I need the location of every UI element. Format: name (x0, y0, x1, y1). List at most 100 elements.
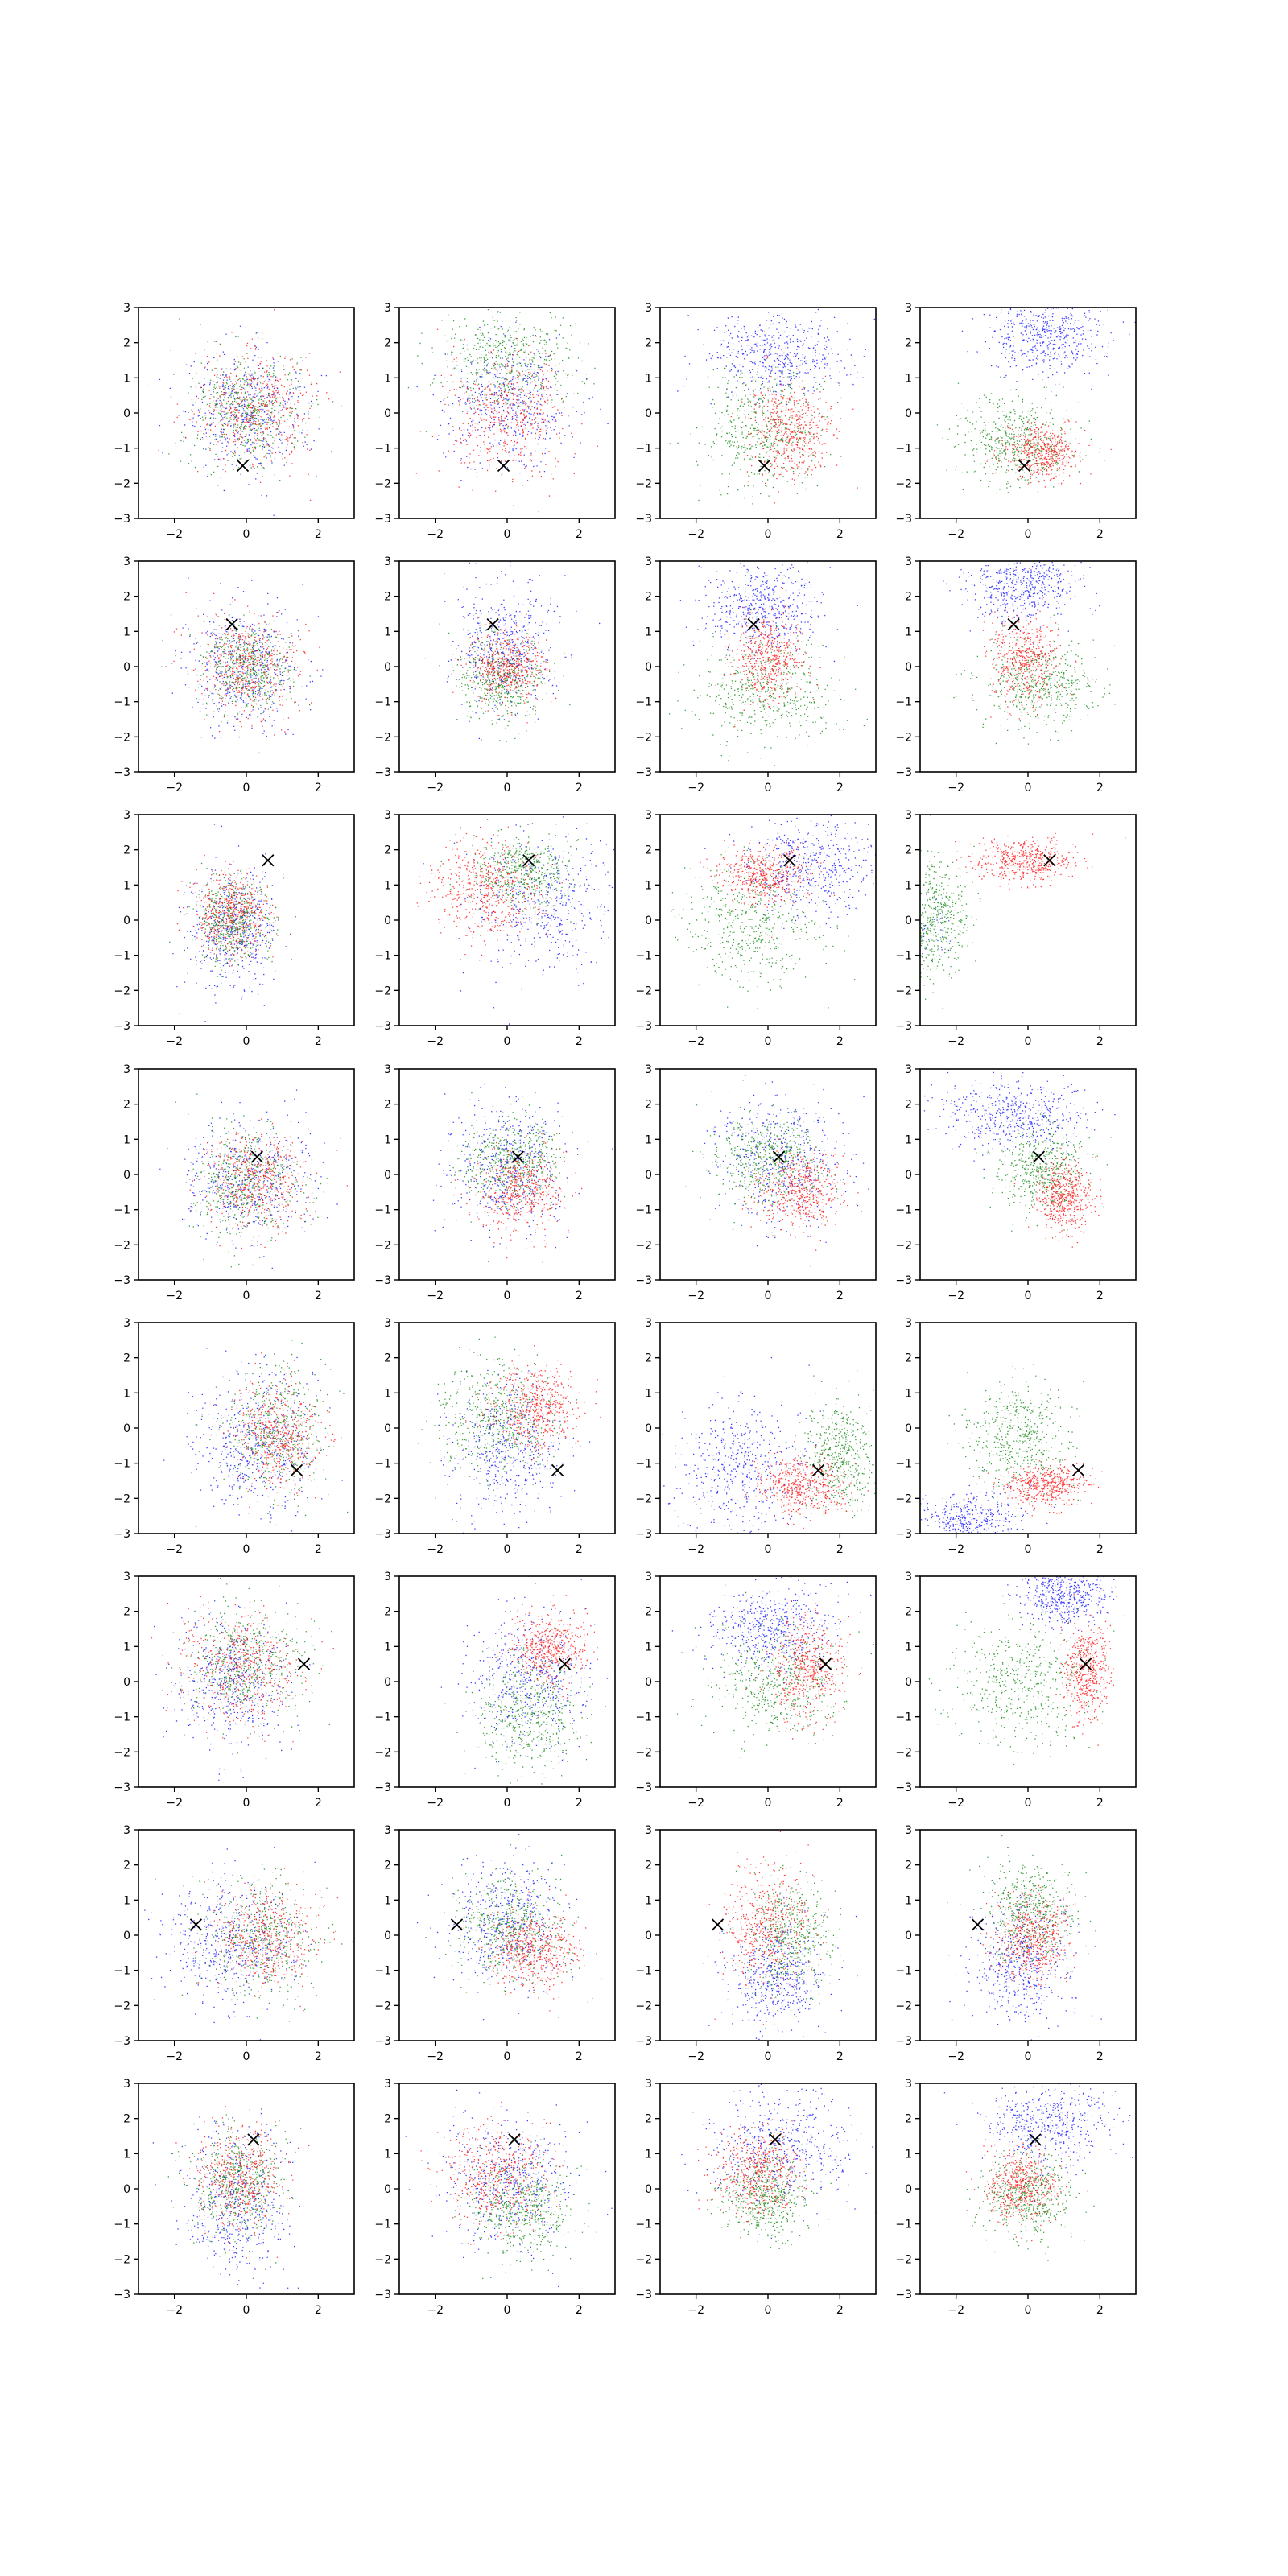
subplot-r6-c3: −2 0 2 −3 −2 −1 0 1 2 3 (635, 1571, 877, 1810)
y-tick-label: 2 (645, 591, 652, 604)
x-tick-label: −2 (947, 1797, 964, 1810)
y-tick-label: 1 (384, 1894, 391, 1907)
y-tick-label: 3 (123, 809, 130, 822)
y-tick-label: 1 (905, 372, 912, 385)
y-tick-label: 0 (123, 2183, 130, 2196)
y-tick-label: 2 (905, 1099, 912, 1112)
x-marker (783, 854, 796, 867)
subplot-r3-c3: −2 0 2 −3 −2 −1 0 1 2 3 (635, 809, 877, 1048)
x-tick-label: −2 (947, 1035, 964, 1048)
y-tick-label: 3 (905, 555, 912, 568)
y-tick-label: 3 (905, 1571, 912, 1583)
x-marker (1071, 1463, 1085, 1477)
y-tick-label: 1 (905, 1133, 912, 1146)
x-marker (711, 1918, 724, 1931)
x-tick-label: 2 (576, 528, 583, 541)
y-tick-label: −1 (635, 2219, 652, 2231)
series-blue-points (440, 1579, 609, 1769)
x-tick-label: 0 (243, 782, 250, 795)
series-blue-points (923, 1071, 1116, 1170)
y-tick-label: −3 (635, 1020, 652, 1033)
series-red-points (697, 2119, 820, 2239)
series-green-points (976, 1113, 1108, 1237)
x-tick-label: 2 (315, 1035, 322, 1048)
y-tick-label: 0 (123, 1169, 130, 1182)
subplot-grid: −2 0 2 −3 −2 −1 0 1 2 3 −2 0 2 −3 −2 −1 0 1 2 3 −2 0 2 −3 −2 −1 0 1… (114, 302, 1137, 2317)
x-marker (558, 1657, 572, 1670)
scatter-points (671, 1576, 874, 1758)
x-tick-label: 0 (243, 528, 250, 541)
y-tick-label: −3 (635, 1274, 652, 1287)
x-tick-label: 0 (243, 1543, 250, 1556)
y-tick-label: −3 (635, 766, 652, 779)
y-tick-label: 2 (123, 1352, 130, 1365)
x-tick-label: −2 (427, 2050, 444, 2063)
y-tick-label: −2 (635, 731, 652, 744)
y-tick-label: −1 (895, 443, 912, 456)
y-tick-label: −1 (114, 2219, 130, 2231)
y-tick-label: −1 (635, 696, 652, 709)
y-tick-label: 0 (384, 1676, 391, 1689)
x-tick-label: 0 (1025, 1290, 1032, 1302)
series-green-points (425, 1844, 580, 1993)
x-marker (819, 1657, 832, 1670)
y-tick-label: 2 (123, 1860, 130, 1872)
subplot-r7-c4: −2 0 2 −3 −2 −1 0 1 2 3 (895, 1824, 1137, 2063)
y-tick-label: 0 (384, 914, 391, 927)
series-green-points (785, 1370, 876, 1531)
x-marker (497, 459, 510, 473)
y-tick-label: −3 (114, 1781, 130, 1794)
x-tick-label: −2 (166, 782, 183, 795)
y-tick-label: 3 (905, 809, 912, 822)
y-tick-label: −1 (895, 1204, 912, 1217)
y-tick-label: −2 (374, 1746, 391, 1759)
scatter-points (703, 1831, 858, 2040)
x-marker (522, 854, 535, 867)
scatter-points (668, 562, 868, 766)
y-tick-label: −3 (895, 766, 912, 779)
y-tick-label: −1 (895, 950, 912, 963)
y-tick-label: 1 (905, 2148, 912, 2161)
subplot-r8-c4: −2 0 2 −3 −2 −1 0 1 2 3 (895, 2078, 1137, 2317)
subplot-r4-c1: −2 0 2 −3 −2 −1 0 1 2 3 (114, 1063, 355, 1302)
x-tick-label: 0 (1025, 2304, 1032, 2317)
y-tick-label: −3 (114, 1528, 130, 1541)
y-tick-label: −1 (114, 1458, 130, 1471)
x-tick-label: −2 (166, 1797, 183, 1810)
y-tick-label: 1 (905, 879, 912, 892)
x-tick-label: −2 (687, 1797, 704, 1810)
y-tick-label: 2 (645, 1352, 652, 1365)
y-tick-label: 2 (645, 337, 652, 350)
y-tick-label: −2 (895, 985, 912, 997)
x-tick-label: 0 (1025, 528, 1032, 541)
y-tick-label: 2 (645, 1860, 652, 1872)
x-tick-label: −2 (166, 528, 183, 541)
series-green-points (175, 612, 311, 723)
subplot-r4-c3: −2 0 2 −3 −2 −1 0 1 2 3 (635, 1063, 877, 1302)
y-tick-label: 0 (905, 914, 912, 927)
x-tick-label: 0 (504, 782, 511, 795)
y-tick-label: 1 (645, 625, 652, 638)
x-tick-label: 2 (836, 1543, 844, 1556)
x-tick-label: 0 (1025, 782, 1032, 795)
y-tick-label: −3 (114, 2289, 130, 2301)
y-tick-label: 3 (645, 302, 652, 315)
y-tick-label: −3 (374, 1274, 391, 1287)
x-tick-label: 2 (1096, 2050, 1104, 2063)
y-tick-label: −3 (895, 2289, 912, 2301)
x-tick-label: 2 (315, 2050, 322, 2063)
x-tick-label: 0 (765, 1035, 772, 1048)
y-tick-label: 0 (645, 1422, 652, 1435)
x-tick-label: 2 (1096, 1543, 1104, 1556)
y-tick-label: 0 (384, 407, 391, 420)
y-tick-label: −3 (895, 1274, 912, 1287)
y-tick-label: 0 (645, 914, 652, 927)
y-tick-label: −2 (635, 477, 652, 490)
y-tick-label: 3 (123, 1571, 130, 1583)
x-marker (1018, 459, 1031, 473)
x-tick-label: 2 (576, 1290, 583, 1302)
y-tick-label: 2 (384, 1606, 391, 1619)
y-tick-label: −1 (374, 2219, 391, 2231)
y-tick-label: 2 (905, 591, 912, 604)
